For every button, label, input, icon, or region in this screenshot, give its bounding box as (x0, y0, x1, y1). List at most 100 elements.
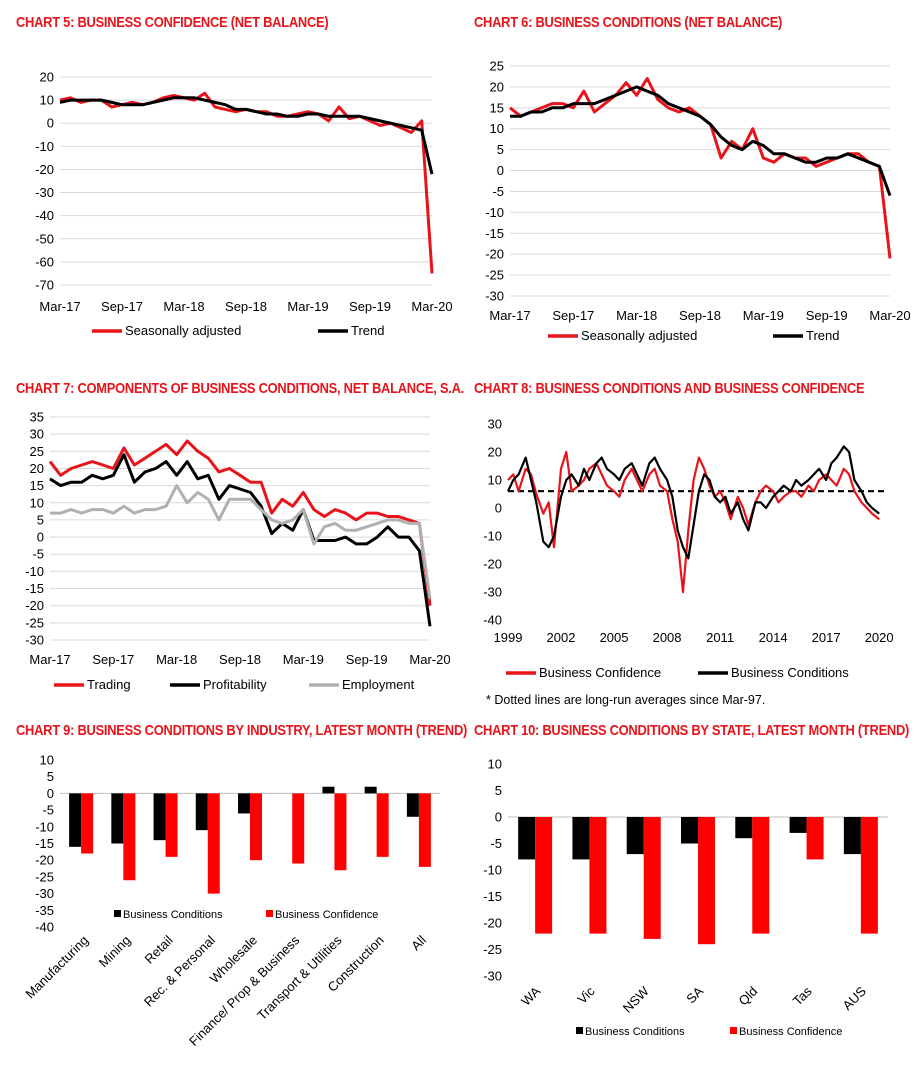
x-tick-label: 2002 (547, 630, 576, 645)
bar-qld-confidence (752, 817, 770, 934)
legend-swatch (730, 1027, 737, 1034)
y-tick-label: -25 (483, 942, 502, 957)
category-label: WA (518, 983, 543, 1008)
y-tick-label: 20 (40, 70, 54, 85)
y-tick-label: -25 (25, 615, 44, 630)
y-tick-label: -20 (483, 916, 502, 931)
y-tick-label: 10 (40, 93, 54, 108)
y-tick-label: -20 (35, 162, 54, 177)
x-tick-label: 2020 (865, 630, 894, 645)
legend-label: Trend (806, 328, 839, 343)
x-tick-label: Sep-17 (552, 308, 594, 323)
y-tick-label: 5 (497, 142, 504, 157)
category-label: Tas (790, 983, 815, 1008)
chart8-footnote: * Dotted lines are long-run averages sin… (486, 693, 766, 707)
bar-sa-confidence (698, 817, 715, 945)
bar-tas-conditions (789, 817, 807, 833)
y-tick-label: 25 (490, 59, 504, 74)
category-label: Qld (735, 984, 760, 1009)
x-tick-label: Sep-19 (806, 308, 848, 323)
chart10-title: CHART 10: BUSINESS CONDITIONS BY STATE, … (474, 722, 910, 739)
x-tick-label: Sep-17 (101, 299, 143, 314)
y-tick-label: 0 (495, 810, 502, 825)
x-tick-label: Mar-19 (283, 652, 324, 667)
y-tick-label: -30 (485, 289, 504, 304)
x-tick-label: Sep-17 (92, 652, 134, 667)
y-tick-label: -30 (483, 585, 502, 600)
y-tick-label: 10 (30, 495, 44, 510)
category-label: All (408, 932, 429, 953)
legend-label: Seasonally adjusted (581, 328, 697, 343)
bar-rec-personal-confidence (207, 793, 220, 894)
bar-retail-confidence (165, 793, 178, 857)
bar-aus-conditions (843, 817, 861, 855)
legend-label: Business Confidence (275, 909, 378, 921)
y-tick-label: -5 (32, 547, 44, 562)
chart8-title: CHART 8: BUSINESS CONDITIONS AND BUSINES… (474, 380, 865, 397)
category-label: Vic (574, 983, 598, 1007)
y-tick-label: -60 (35, 254, 54, 269)
y-tick-label: 0 (495, 501, 502, 516)
y-tick-label: 10 (490, 121, 504, 136)
y-tick-label: -30 (35, 886, 54, 901)
y-tick-label: 20 (30, 461, 44, 476)
series-line-trend (59, 96, 434, 175)
y-tick-label: -20 (483, 557, 502, 572)
bar-manufacturing-confidence (81, 793, 94, 854)
legend-label: Profitability (203, 677, 267, 692)
y-tick-label: -5 (492, 184, 504, 199)
x-tick-label: Mar-20 (409, 652, 450, 667)
y-tick-label: -30 (483, 969, 502, 984)
y-tick-label: -70 (35, 278, 54, 293)
bar-all-conditions (406, 793, 419, 817)
bar-mining-conditions (111, 793, 124, 844)
y-tick-label: -50 (35, 231, 54, 246)
bar-wa-conditions (518, 817, 536, 860)
category-label: Retail (142, 932, 176, 966)
legend-label: Trading (87, 677, 131, 692)
y-tick-label: 0 (37, 530, 44, 545)
y-tick-label: 10 (488, 473, 502, 488)
y-tick-label: 15 (30, 478, 44, 493)
y-tick-label: -40 (483, 613, 502, 628)
x-tick-label: 2005 (600, 630, 629, 645)
series-line-business-confidence (507, 450, 880, 594)
series-line-trend (510, 85, 892, 197)
x-tick-label: Mar-18 (616, 308, 657, 323)
bar-construction-confidence (376, 793, 389, 857)
series-line-profitability (49, 453, 432, 627)
y-tick-label: -10 (25, 564, 44, 579)
y-tick-label: -10 (483, 529, 502, 544)
bar-qld-conditions (735, 817, 753, 839)
legend-swatch (266, 910, 273, 917)
series-line-employment (50, 484, 432, 600)
y-tick-label: -30 (25, 633, 44, 648)
chart9-title: CHART 9: BUSINESS CONDITIONS BY INDUSTRY… (16, 722, 468, 739)
y-tick-label: 30 (488, 417, 502, 432)
bar-wholesale-conditions (238, 793, 250, 814)
y-tick-label: 35 (30, 410, 44, 425)
bar-construction-conditions (364, 786, 377, 794)
y-tick-label: -10 (35, 819, 54, 834)
x-tick-label: Mar-18 (156, 652, 197, 667)
x-tick-label: Sep-18 (225, 299, 267, 314)
y-tick-label: 0 (47, 116, 54, 131)
bar-rec-personal-conditions (195, 793, 208, 831)
legend-label: Employment (342, 677, 415, 692)
x-tick-label: Mar-19 (743, 308, 784, 323)
legend-label: Business Conditions (123, 909, 223, 921)
x-tick-label: Sep-18 (219, 652, 261, 667)
y-tick-label: -10 (35, 139, 54, 154)
x-tick-label: Sep-18 (679, 308, 721, 323)
legend-swatch (114, 910, 121, 917)
x-tick-label: Mar-17 (39, 299, 80, 314)
y-tick-label: 0 (47, 786, 54, 801)
y-tick-label: 20 (488, 445, 502, 460)
y-tick-label: -10 (483, 863, 502, 878)
bar-tas-confidence (806, 817, 824, 860)
y-tick-label: 20 (490, 79, 504, 94)
y-tick-label: -20 (485, 247, 504, 262)
y-tick-label: -15 (485, 226, 504, 241)
category-label: SA (683, 983, 706, 1006)
bar-mining-confidence (123, 793, 136, 881)
